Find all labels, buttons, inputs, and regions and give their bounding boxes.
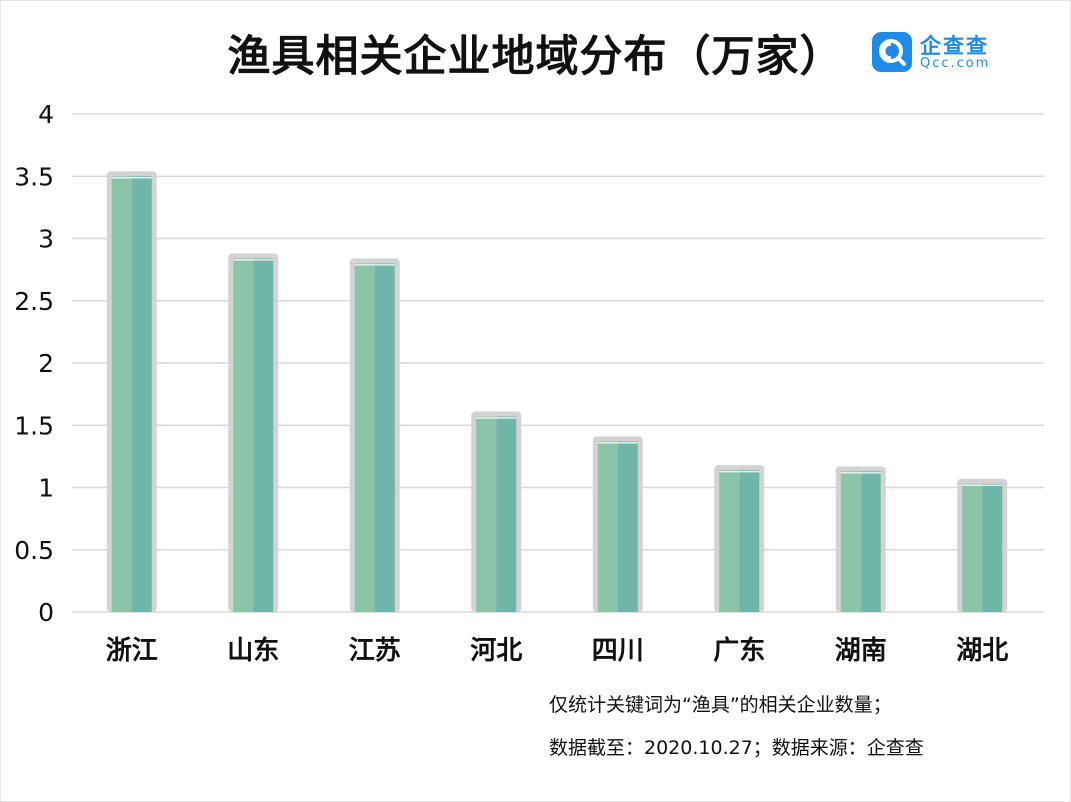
bar [840, 471, 861, 612]
logo-domain: Qcc.com [920, 56, 991, 71]
bar-shade [739, 470, 760, 612]
qcc-magnifier-icon [872, 32, 912, 72]
y-tick-label: 2.5 [14, 287, 54, 316]
note-scope: 仅统计关键词为“渔具”的相关企业数量； [549, 694, 892, 716]
x-axis-ticks: 浙江 山东 江苏 河北 四川 广东 湖南 湖北 [106, 635, 1009, 666]
grid-lines [72, 113, 1044, 613]
bar [354, 263, 375, 612]
bar-shade [253, 258, 274, 612]
x-tick-label: 广东 [713, 635, 765, 666]
qcc-logo: 企查查 Qcc.com [872, 30, 1002, 74]
bar [719, 470, 740, 612]
y-tick-label: 3 [38, 225, 54, 254]
x-tick-label: 河北 [470, 636, 522, 666]
x-tick-label: 浙江 [106, 636, 158, 666]
bar [111, 176, 132, 612]
logo-name: 企查查 [920, 34, 989, 58]
bar-shade [860, 471, 881, 612]
bar [962, 483, 983, 612]
y-tick-label: 0.5 [14, 536, 54, 565]
x-tick-label: 湖南 [835, 636, 887, 666]
note-source: 数据截至：2020.10.27；数据来源：企查查 [549, 737, 924, 759]
x-tick-label: 山东 [227, 635, 279, 666]
y-tick-label: 3.5 [14, 162, 54, 191]
y-tick-label: 1 [38, 474, 54, 503]
chart-title: 渔具相关企业地域分布（万家） [227, 32, 844, 82]
bar-shade [131, 176, 152, 612]
bar [597, 441, 618, 612]
y-tick-label: 2 [38, 349, 54, 378]
bar [233, 258, 254, 612]
bar-shade [496, 416, 517, 612]
bars [106, 171, 1008, 613]
y-tick-label: 4 [38, 100, 54, 129]
x-tick-label: 湖北 [956, 636, 1008, 666]
bar-shade [982, 483, 1003, 612]
bar-shade [617, 441, 638, 612]
x-tick-label: 江苏 [349, 636, 401, 666]
x-tick-label: 四川 [592, 636, 644, 666]
y-tick-label: 1.5 [14, 411, 54, 440]
bar-shade [374, 263, 395, 612]
bar [476, 416, 497, 612]
y-axis-ticks: 0 0.5 1 1.5 2 2.5 3 3.5 4 [14, 100, 54, 627]
y-tick-label: 0 [38, 598, 54, 627]
